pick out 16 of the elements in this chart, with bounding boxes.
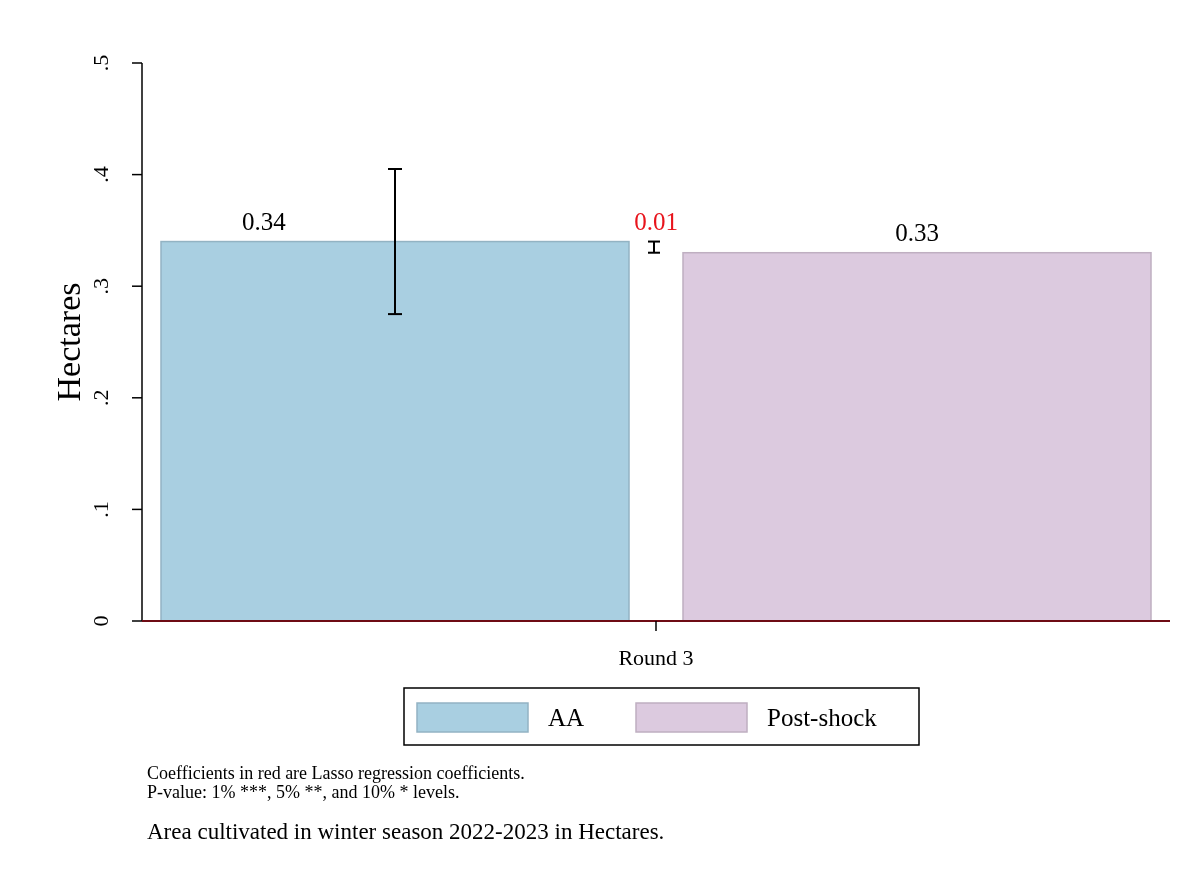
y-tick-label: .1 [88, 501, 113, 518]
x-tick-label: Round 3 [618, 645, 694, 670]
legend-label: AA [548, 704, 585, 731]
data-label: 0.34 [242, 207, 287, 235]
y-tick-label: 0 [88, 615, 113, 627]
y-tick-label: .5 [88, 54, 113, 72]
text: P-value: 1% ***, 5% **, and 10% * levels. [147, 782, 460, 802]
text: Coefficients in red are Lasso regression coefficients. [147, 763, 525, 783]
y-tick-label: .4 [88, 166, 113, 183]
y-axis-title: Hectares [50, 282, 87, 402]
annotation: 0.01 [634, 207, 678, 235]
data-label: 0.33 [895, 218, 939, 246]
legend-label: Post-shock [767, 704, 878, 731]
y-tick-label: .3 [88, 277, 113, 295]
y-tick-label: .2 [88, 389, 113, 407]
text: Area cultivated in winter season 2022-2023 in Hectares. [147, 819, 665, 844]
